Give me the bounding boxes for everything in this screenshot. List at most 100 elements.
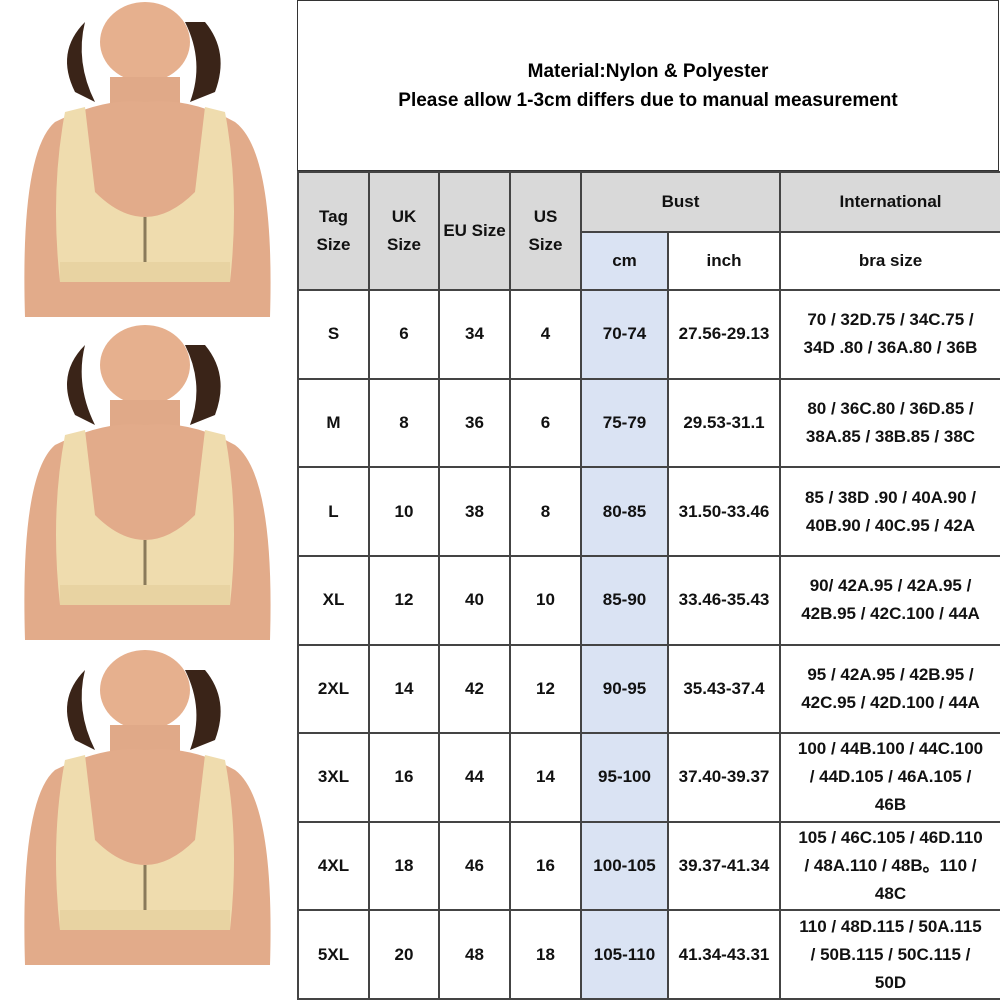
photo <box>13 648 287 967</box>
column-header: Bust <box>580 170 781 234</box>
cell: 48 <box>438 909 511 1000</box>
cell: M <box>297 377 370 469</box>
cell: 20 <box>368 909 440 1000</box>
cell-text: 48C <box>874 883 907 903</box>
cell-text: 40B.90 / 40C.95 / 42A <box>805 515 976 535</box>
cell-text: 5XL <box>317 944 350 964</box>
cell: 37.40-39.37 <box>667 732 781 823</box>
cell-text: 100 / 44B.100 / 44C.100 <box>797 739 984 759</box>
cell-text: S <box>327 324 340 344</box>
cell-text: 27.56-29.13 <box>678 324 770 344</box>
cell: 80-85 <box>580 466 669 557</box>
size-row: M 8 36 6 75-79 29.53-31.1 80 / 36C.80 / 36D.85… <box>297 377 1000 469</box>
cell: 80 / 36C.80 / 36D.85 / 38A.85 / 38B.85 / … <box>779 377 1000 469</box>
cell-text: M <box>326 413 341 433</box>
cell: 6 <box>509 377 582 469</box>
cell-text: 95 / 42A.95 / 42B.95 / <box>807 664 974 684</box>
cell: 3XL <box>297 732 370 823</box>
cell: 44 <box>438 732 511 823</box>
cell-text: 39.37-41.34 <box>678 855 770 875</box>
cell: 41.34-43.31 <box>667 909 781 1000</box>
cell: 105-110 <box>580 909 669 1000</box>
cell: 34 <box>438 289 511 380</box>
cell-text: 6 <box>399 324 409 344</box>
cell-text: 16 <box>394 767 414 787</box>
cell: 46 <box>438 820 511 912</box>
cell: S <box>297 289 370 380</box>
header-text: bra size <box>858 251 923 271</box>
cell: 36 <box>438 377 511 469</box>
cell-text: 85 / 38D .90 / 40A.90 / <box>804 487 977 507</box>
cell-text: 42B.95 / 42C.100 / 44A <box>801 604 980 624</box>
cell: 31.50-33.46 <box>667 466 781 557</box>
column-header: International <box>779 170 1000 234</box>
cell: L <box>297 466 370 557</box>
header-text: Size <box>528 235 563 255</box>
cell: 40 <box>438 554 511 646</box>
cell: 4 <box>509 289 582 380</box>
size-row: 4XL 18 46 16 100-105 39.37-41.34 105 / 46C.105… <box>297 820 1000 912</box>
cell-text: 34D .80 / 36A.80 / 36B <box>803 338 978 358</box>
header-row: cm inch bra size <box>298 231 1000 292</box>
cell: 29.53-31.1 <box>667 377 781 469</box>
cell: 8 <box>368 377 440 469</box>
cell-text: 41.34-43.31 <box>678 944 770 964</box>
column-header: US Size <box>509 170 582 292</box>
cell-text: 105-110 <box>593 944 656 964</box>
cell: 100 / 44B.100 / 44C.100 / 44D.105 / 46A.1… <box>779 732 1000 823</box>
header-text: Size <box>386 235 422 255</box>
cell-text: L <box>328 501 339 521</box>
cell: 18 <box>368 820 440 912</box>
header-text: EU Size <box>443 221 506 241</box>
cell-text: / 44D.105 / 46A.105 / <box>809 767 972 787</box>
size-table: Tag Size UK Size EU Size US Size Bust Internatio… <box>297 170 1000 1000</box>
cell-text: / 50B.115 / 50C.115 / <box>810 944 971 964</box>
cell-text: 20 <box>394 944 414 964</box>
cell-text: 46B <box>874 795 907 815</box>
header-line: Please allow 1-3cm differs due to manual… <box>398 89 898 111</box>
column-header: cm <box>580 231 669 292</box>
cell: 39.37-41.34 <box>667 820 781 912</box>
cell: 70-74 <box>580 289 669 380</box>
header-text: International <box>839 192 942 212</box>
cell: 95 / 42A.95 / 42B.95 / 42C.95 / 42D.100 /… <box>779 643 1000 735</box>
cell: XL <box>297 554 370 646</box>
cell-text: 29.53-31.1 <box>683 413 765 433</box>
cell-text: 105 / 46C.105 / 46D.110 <box>798 827 983 847</box>
cell-text: 31.50-33.46 <box>678 501 770 521</box>
cell-text: / 48A.110 / 48B。110 / <box>804 855 977 875</box>
cell-text: 42C.95 / 42D.100 / 44A <box>801 692 980 712</box>
cell-text: 12 <box>394 590 414 610</box>
header-text: inch <box>706 251 742 271</box>
cell: 16 <box>509 820 582 912</box>
cell-text: 70 / 32D.75 / 34C.75 / <box>807 310 974 330</box>
header-line: Material:Nylon & Polyester <box>527 60 769 82</box>
cell-text: 16 <box>536 855 555 875</box>
cell-text: 100-105 <box>593 855 656 875</box>
cell: 10 <box>368 466 440 557</box>
cell-text: 34 <box>465 324 484 344</box>
cell: 110 / 48D.115 / 50A.115 / 50B.115 / 50C.1… <box>779 909 1000 1000</box>
cell: 70 / 32D.75 / 34C.75 / 34D .80 / 36A.80 /… <box>779 289 1000 380</box>
cell: 90-95 <box>580 643 669 735</box>
header-text: cm <box>612 251 637 271</box>
cell-text: 90-95 <box>602 678 647 698</box>
cell-text: 95-100 <box>598 767 651 787</box>
cell: 16 <box>368 732 440 823</box>
cell-text: 8 <box>399 413 409 433</box>
cell-text: 4XL <box>317 855 350 875</box>
size-row: XL 12 40 10 85-90 33.46-35.43 90/ 42A.95 / 42A… <box>297 554 1000 646</box>
cell: 38 <box>438 466 511 557</box>
cell: 105 / 46C.105 / 46D.110 / 48A.110 / 48B。1… <box>779 820 1000 912</box>
cell-text: 3XL <box>317 767 350 787</box>
cell: 4XL <box>297 820 370 912</box>
cell-text: 10 <box>394 501 414 521</box>
cell: 12 <box>509 643 582 735</box>
cell: 5XL <box>297 909 370 1000</box>
header-text: Tag <box>319 207 348 227</box>
cell: 95-100 <box>580 732 669 823</box>
cell-text: 110 / 48D.115 / 50A.115 <box>799 916 982 936</box>
cell: 35.43-37.4 <box>667 643 781 735</box>
cell-text: 33.46-35.43 <box>678 590 770 610</box>
